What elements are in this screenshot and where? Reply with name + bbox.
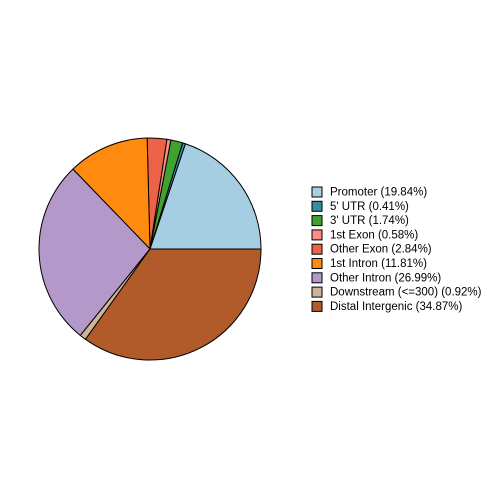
legend-swatch <box>311 272 323 284</box>
legend-swatch <box>311 229 323 241</box>
legend-label: Promoter (19.84%) <box>330 187 427 199</box>
legend-swatch <box>311 286 323 298</box>
legend-swatch <box>311 243 323 255</box>
pie-slice <box>149 143 262 250</box>
pie-slice <box>84 248 262 361</box>
legend-swatch <box>311 186 323 198</box>
legend-label: 3' UTR (1.74%) <box>330 215 409 227</box>
legend-swatch <box>311 300 323 312</box>
legend-label: 1st Exon (0.58%) <box>330 229 418 241</box>
pie-slice <box>72 137 151 251</box>
legend-swatch <box>311 200 323 212</box>
legend-label: Other Intron (26.99%) <box>330 272 441 284</box>
pie-slice <box>38 168 151 337</box>
legend-swatch <box>311 258 323 269</box>
legend-label: 1st Intron (11.81%) <box>330 258 427 270</box>
legend-label: Downstream (<=300) (0.92%) <box>330 287 482 299</box>
legend-label: Other Exon (2.84%) <box>330 244 432 256</box>
legend-label: Distal Intergenic (34.87%) <box>330 301 462 313</box>
legend-swatch <box>311 215 323 227</box>
legend-label: 5' UTR (0.41%) <box>330 201 409 213</box>
